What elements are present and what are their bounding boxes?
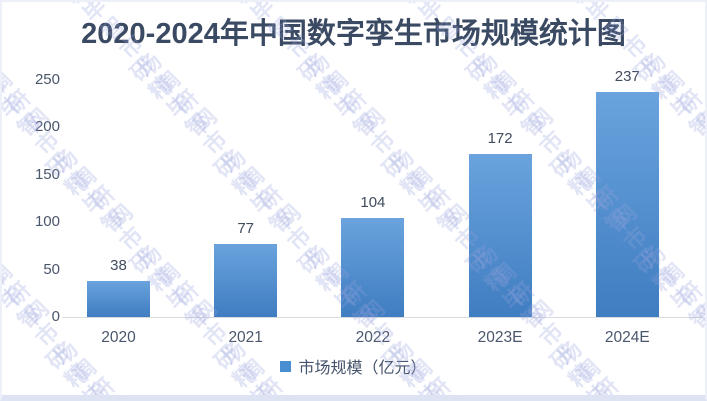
bar <box>87 280 150 317</box>
x-category-label: 2022 <box>355 329 391 346</box>
legend-series-label: 市场规模（亿元） <box>298 360 427 377</box>
y-tick-label: 50 <box>43 260 60 278</box>
bar-value-label: 38 <box>110 256 127 274</box>
x-category-label: 2023E <box>477 329 523 346</box>
y-tick-label: 200 <box>34 118 60 136</box>
bottom-edge-strip <box>2 395 705 398</box>
legend-marker-swatch <box>280 360 292 372</box>
y-tick-label: 100 <box>34 213 60 231</box>
bar <box>468 153 532 317</box>
bar-value-label: 104 <box>360 194 386 212</box>
x-axis-line <box>62 316 702 318</box>
bar <box>595 92 659 317</box>
x-category-label: 2024E <box>604 329 650 346</box>
legend: 市场规模（亿元） <box>2 357 705 377</box>
y-tick-label: 250 <box>34 71 60 88</box>
bar-value-label: 172 <box>487 129 513 147</box>
y-tick-label: 0 <box>51 308 60 325</box>
x-category-label: 2021 <box>228 329 263 346</box>
bar-value-label: 77 <box>237 220 255 237</box>
chart-title: 2020-2024年中国数字孪生市场规模统计图 <box>81 18 626 50</box>
y-tick-label: 150 <box>34 165 60 183</box>
bar <box>341 218 405 317</box>
x-category-label: 2020 <box>101 329 136 346</box>
bar <box>214 244 278 317</box>
bar-value-label: 237 <box>614 68 640 86</box>
